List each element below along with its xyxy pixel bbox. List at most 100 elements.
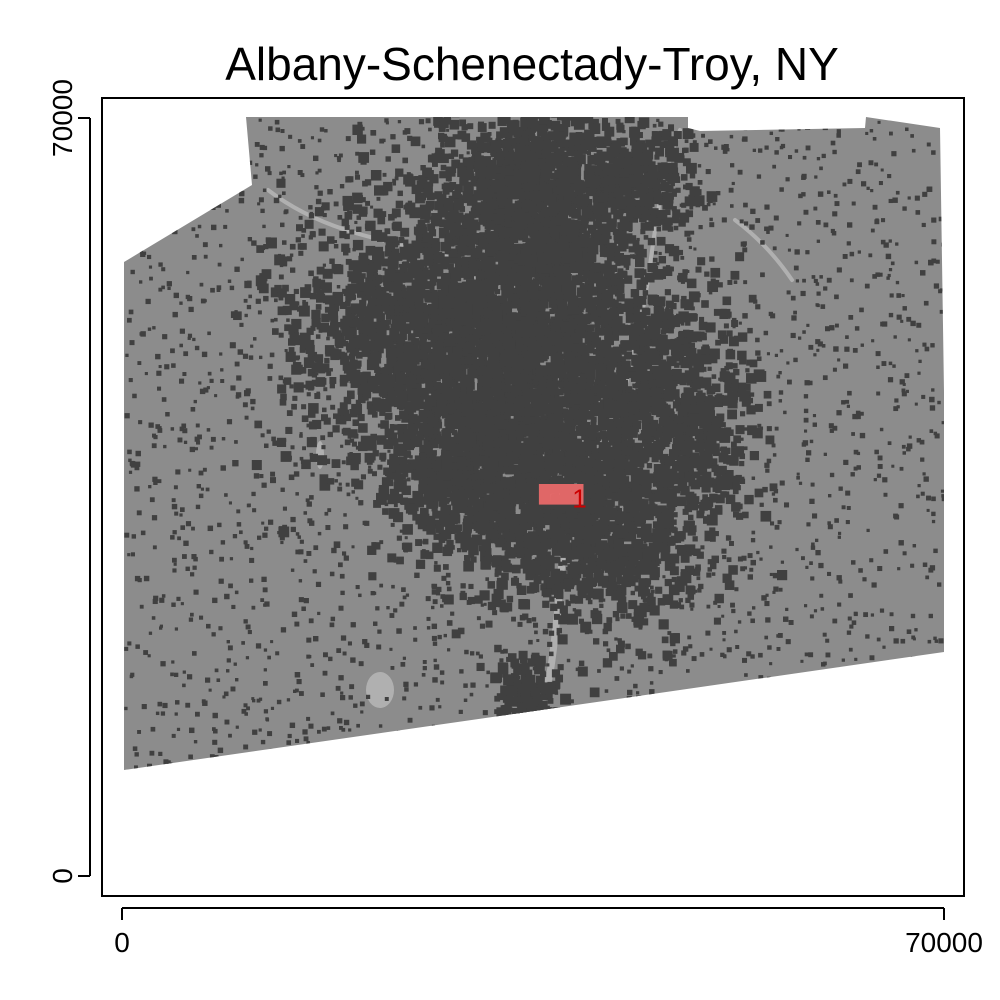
developed-cell: [471, 349, 480, 358]
developed-cell: [424, 217, 430, 223]
developed-cell: [511, 266, 519, 274]
developed-cell: [411, 184, 421, 195]
developed-cell: [444, 236, 455, 247]
developed-cell: [321, 414, 328, 422]
developed-cell: [591, 100, 601, 110]
developed-cell: [449, 182, 457, 189]
developed-cell: [324, 458, 331, 465]
developed-cell: [455, 337, 462, 344]
developed-cell: [365, 245, 376, 256]
developed-cell: [438, 117, 449, 129]
developed-cell: [697, 257, 706, 266]
developed-cell: [591, 237, 600, 245]
developed-cell: [678, 219, 686, 227]
developed-cell: [355, 399, 362, 406]
developed-cell: [344, 212, 353, 220]
developed-cell: [430, 279, 437, 286]
developed-cell: [601, 212, 612, 223]
developed-cell: [526, 117, 532, 118]
developed-cell: [491, 333, 500, 342]
developed-cell: [423, 408, 434, 419]
developed-cell: [671, 294, 680, 303]
developed-cell: [445, 346, 453, 353]
map-layer: 1: [124, 95, 944, 770]
developed-cell: [251, 460, 262, 471]
developed-cell: [554, 170, 564, 180]
developed-cell: [606, 301, 613, 308]
developed-cell: [506, 261, 513, 268]
developed-cell: [327, 189, 333, 195]
developed-cell: [576, 143, 588, 154]
developed-cell: [575, 274, 583, 282]
developed-cell: [658, 256, 667, 264]
developed-cell: [330, 315, 339, 323]
developed-cell: [378, 488, 387, 496]
developed-cell: [291, 318, 302, 330]
developed-cell: [501, 355, 507, 361]
developed-cell: [327, 236, 335, 244]
developed-cell: [421, 291, 429, 299]
developed-cell: [431, 333, 438, 341]
developed-cell: [429, 285, 435, 291]
developed-cell: [601, 122, 611, 131]
developed-cell: [625, 306, 635, 316]
developed-cell: [462, 235, 472, 245]
developed-cell: [554, 285, 562, 293]
developed-cell: [587, 324, 595, 332]
developed-cell: [402, 157, 409, 164]
developed-cell: [368, 262, 378, 273]
developed-cell: [737, 332, 748, 342]
developed-cell: [344, 439, 351, 446]
developed-cell: [308, 384, 314, 391]
developed-cell: [370, 170, 382, 181]
developed-cell: [300, 287, 311, 298]
developed-cell: [330, 350, 340, 361]
developed-cell: [352, 419, 360, 427]
developed-cell: [545, 276, 556, 287]
developed-cell: [577, 666, 588, 677]
developed-cell: [586, 355, 597, 366]
developed-cell: [484, 101, 491, 108]
developed-cell: [509, 293, 517, 302]
developed-cell: [599, 348, 607, 356]
developed-cell: [410, 136, 421, 147]
developed-cell: [402, 261, 410, 268]
developed-cell: [520, 299, 530, 308]
developed-cell: [364, 179, 372, 186]
developed-cell: [514, 161, 526, 173]
developed-cell: [521, 361, 531, 370]
lake-area: [366, 672, 394, 708]
developed-cell: [710, 267, 721, 278]
developed-cell: [693, 195, 705, 207]
developed-cell: [415, 310, 424, 319]
developed-cell: [657, 343, 665, 352]
developed-cell: [640, 321, 648, 329]
developed-cell: [453, 330, 460, 336]
developed-cell: [498, 324, 506, 332]
developed-cell: [311, 317, 321, 328]
developed-cell: [415, 559, 426, 569]
developed-cell: [578, 101, 586, 109]
developed-cell: [557, 388, 564, 396]
developed-cell: [420, 165, 426, 171]
developed-cell: [604, 126, 615, 137]
developed-cell: [321, 313, 330, 323]
developed-cell: [429, 174, 439, 184]
developed-cell: [395, 415, 401, 421]
developed-cell: [274, 284, 282, 293]
developed-cell: [318, 366, 326, 374]
developed-cell: [303, 357, 315, 369]
developed-cell: [608, 218, 617, 227]
developed-cell: [458, 348, 468, 358]
developed-cell: [382, 508, 389, 515]
developed-cell: [356, 226, 362, 232]
developed-cell: [472, 329, 481, 339]
developed-cell: [335, 300, 341, 306]
developed-cell: [389, 488, 400, 499]
developed-cell: [656, 236, 666, 246]
developed-cell: [646, 463, 653, 469]
developed-cell: [598, 306, 604, 313]
developed-cell: [327, 478, 335, 485]
developed-cell: [489, 95, 499, 105]
developed-cell: [332, 425, 340, 433]
